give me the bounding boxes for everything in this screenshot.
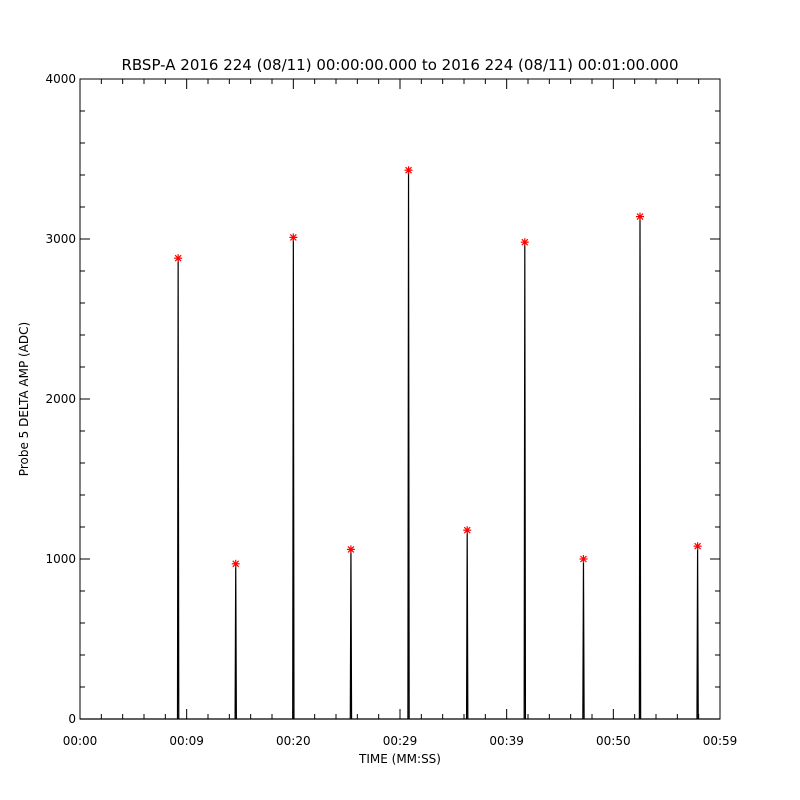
peak-marker [174,254,183,263]
y-axis-label: Probe 5 DELTA AMP (ADC) [17,322,31,476]
peak-marker [693,542,702,551]
y-tick-label: 4000 [45,72,76,86]
x-tick-label: 00:00 [63,734,98,748]
y-tick-label: 1000 [45,552,76,566]
x-tick-label: 00:29 [383,734,418,748]
marker-stroke [174,254,182,262]
peak-marker [579,555,588,563]
x-tick-label: 00:50 [596,734,631,748]
data-line [80,170,720,720]
marker-stroke [347,545,355,553]
x-tick-label: 00:20 [276,734,311,748]
marker-stroke [463,526,471,534]
marker-stroke [636,213,644,221]
y-tick-label: 2000 [45,392,76,406]
marker-stroke [289,233,297,241]
x-axis-label: TIME (MM:SS) [358,752,441,766]
peak-marker [463,526,472,535]
peak-marker [404,166,413,175]
marker-stroke [580,555,587,563]
chart-title: RBSP-A 2016 224 (08/11) 00:00:00.000 to … [121,56,678,74]
y-tick-label: 0 [68,712,76,726]
marker-stroke [232,560,240,568]
y-tick-label: 3000 [45,232,76,246]
marker-stroke [694,542,702,550]
peak-marker [231,559,240,568]
x-tick-label: 00:09 [169,734,204,748]
marker-stroke [405,166,412,174]
peak-marker [636,212,644,221]
x-tick-label: 00:59 [703,734,738,748]
peak-marker [346,545,355,554]
peak-marker [520,238,529,247]
x-tick-label: 00:39 [489,734,524,748]
marker-stroke [521,238,529,246]
peak-marker [289,233,298,242]
